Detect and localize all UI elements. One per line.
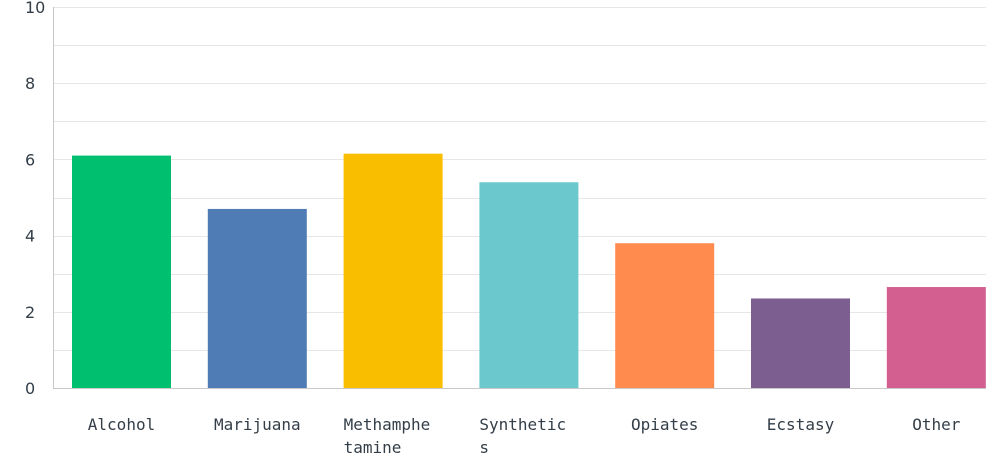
y-tick-label: 8 [25, 74, 35, 93]
x-category-label: Synthetic [479, 415, 566, 434]
y-tick-label: 10 [25, 0, 45, 17]
y-tick-label: 6 [25, 150, 35, 169]
x-category-label: Opiates [631, 415, 698, 434]
y-tick-label: 4 [25, 227, 35, 246]
bar-methamphetamine[interactable] [343, 153, 443, 388]
x-category-label: Methamphe [344, 415, 431, 434]
bar-marijuana[interactable] [207, 208, 307, 388]
bar-synthetics[interactable] [479, 182, 579, 388]
x-category-label: tamine [344, 438, 402, 457]
x-category-label: Alcohol [88, 415, 155, 434]
bars [72, 153, 986, 388]
bar-other[interactable] [886, 287, 986, 388]
y-tick-label: 0 [25, 379, 35, 398]
bar-opiates[interactable] [615, 243, 715, 388]
x-category-label: Ecstasy [767, 415, 835, 434]
axes [53, 7, 986, 389]
bar-ecstasy[interactable] [751, 298, 850, 388]
x-category-labels: Alcohol Marijuana Methamphe tamine Synthetic… [88, 415, 961, 457]
y-tick-label: 2 [25, 303, 35, 322]
x-category-label: Marijuana [214, 415, 301, 434]
bar-alcohol[interactable] [72, 155, 171, 388]
x-category-label: Other [912, 415, 961, 434]
x-category-label: s [479, 438, 489, 457]
y-tick-labels: 0 2 4 6 8 10 [25, 0, 45, 398]
